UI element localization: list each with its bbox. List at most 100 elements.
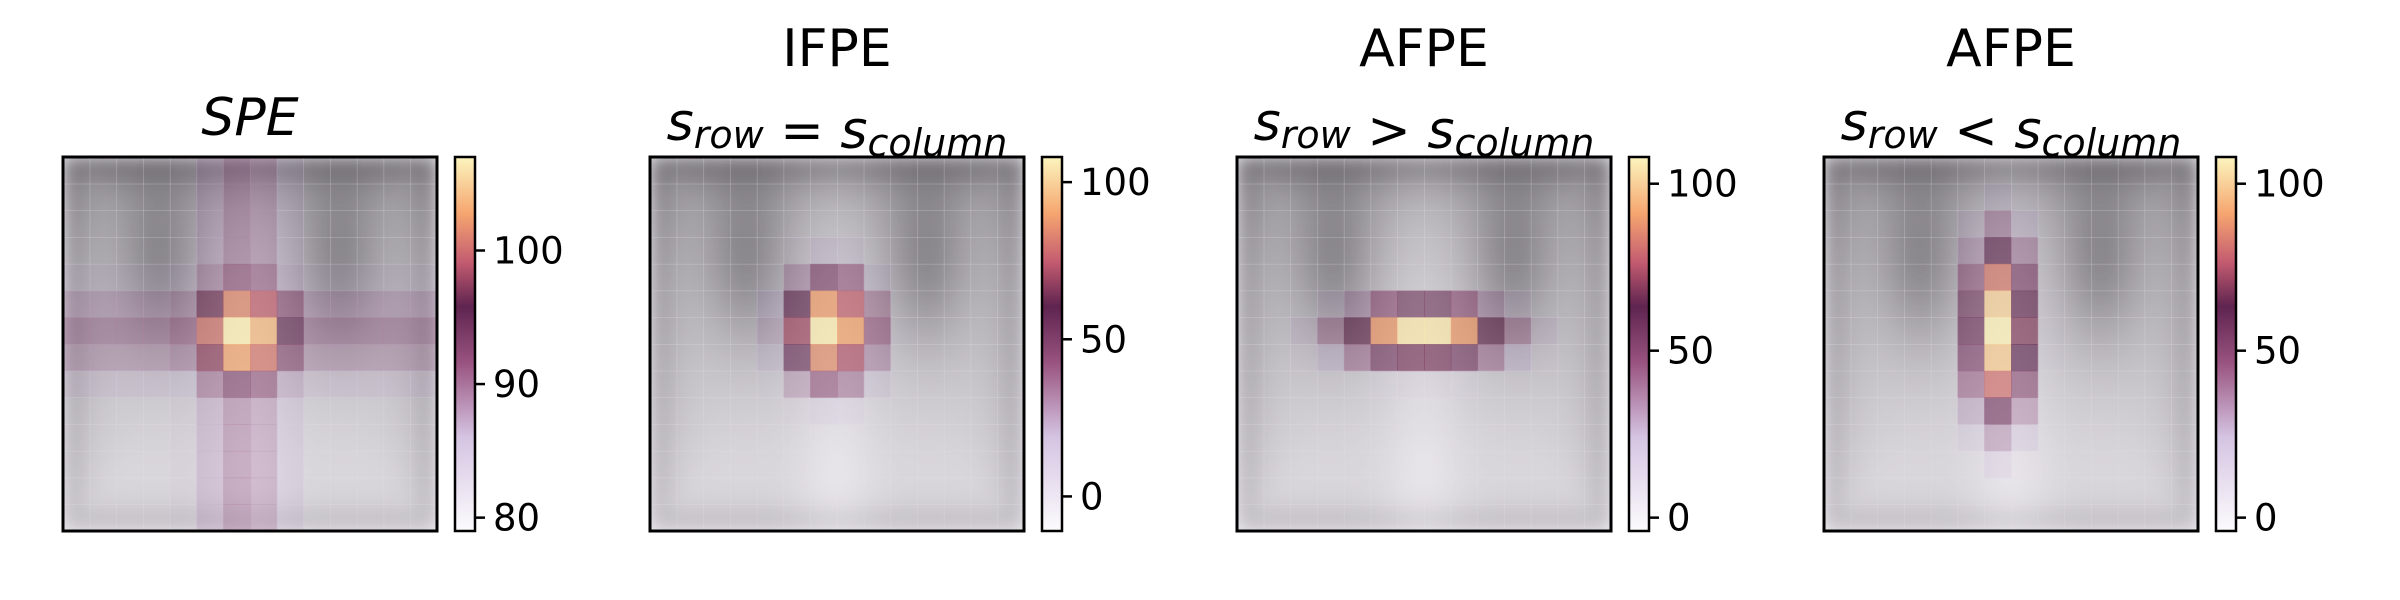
heatmap-cell (89, 504, 118, 531)
heatmap-cell (89, 210, 118, 238)
heatmap-cell (730, 263, 758, 292)
heatmap-cell (2091, 450, 2119, 479)
heatmap-cell (89, 477, 118, 505)
heatmap-cell (1904, 450, 1932, 479)
heatmap-cell (250, 290, 278, 318)
heatmap-cell (917, 424, 945, 452)
heatmap-cell (756, 450, 785, 479)
heatmap-cell (1530, 397, 1559, 425)
heatmap-cell (250, 263, 278, 292)
heatmap-cell (1237, 344, 1265, 372)
heatmap-cell (1824, 263, 1852, 292)
heatmap-panel-2: IFPE srow = scolumn 0 50 100 (648, 19, 1151, 533)
heatmap-cell (2117, 290, 2146, 318)
heatmap-cell (1877, 424, 1905, 452)
heatmap-cell (1877, 210, 1905, 238)
heatmap-cell (1850, 183, 1879, 212)
heatmap-cell (810, 370, 838, 399)
heatmap-cell (970, 183, 998, 212)
heatmap-cell (1237, 237, 1265, 265)
heatmap-cell (1957, 210, 1985, 238)
heatmap-cell (1317, 210, 1345, 238)
heatmap-cell (730, 157, 758, 185)
panel-title: IFPE (782, 19, 891, 79)
heatmap-cell (143, 424, 171, 452)
heatmap-cell (250, 424, 278, 452)
heatmap-cell (2091, 370, 2119, 399)
heatmap-cell (1424, 237, 1452, 265)
heatmap-cell (2171, 450, 2198, 479)
heatmap-cell (1424, 263, 1452, 292)
heatmap-cell (169, 210, 198, 238)
colorbar-tick-label: 90 (493, 363, 540, 406)
heatmap-cell (837, 317, 865, 345)
heatmap-cell (997, 263, 1024, 292)
heatmap-cell (997, 183, 1024, 212)
heatmap-cell (1477, 290, 1505, 318)
heatmap-cell (997, 450, 1024, 479)
heatmap-cell (1343, 504, 1372, 531)
heatmap-cell (1984, 424, 2012, 452)
heatmap-cell (890, 424, 918, 452)
heatmap-cell (997, 504, 1024, 531)
heatmap-cell (223, 370, 251, 399)
heatmap-cell (1290, 424, 1318, 452)
heatmap-cell (650, 450, 678, 479)
heatmap-cell (143, 317, 171, 345)
heatmap-cell (1477, 263, 1505, 292)
heatmap-cell (650, 210, 678, 238)
heatmap-cell (1424, 157, 1452, 185)
heatmap-cell (2011, 450, 2039, 479)
heatmap-cell (2171, 210, 2198, 238)
heatmap-cell (1824, 237, 1852, 265)
heatmap-cell (1850, 504, 1879, 531)
heatmap-cell (2144, 477, 2172, 505)
heatmap-cell (943, 263, 972, 292)
heatmap-cell (2064, 317, 2092, 345)
heatmap-cell (223, 183, 251, 212)
heatmap-cell (1557, 370, 1585, 399)
heatmap-cell (223, 424, 251, 452)
heatmap-cell (250, 344, 278, 372)
heatmap-cell (756, 183, 785, 212)
heatmap-cell (143, 477, 171, 505)
heatmap-cell (223, 263, 251, 292)
heatmap-cell (63, 263, 91, 292)
heatmap-cell (169, 157, 198, 185)
heatmap-cell (330, 237, 358, 265)
heatmap-cell (917, 397, 945, 425)
heatmap-cell (1263, 370, 1292, 399)
heatmap-cell (410, 210, 437, 238)
heatmap-cell (837, 504, 865, 531)
heatmap-cell (756, 397, 785, 425)
heatmap-cell (863, 344, 892, 372)
heatmap-cell (1290, 397, 1318, 425)
heatmap-cell (303, 344, 331, 372)
heatmap-cell (783, 450, 811, 479)
heatmap-cell (143, 397, 171, 425)
heatmap-cell (2011, 183, 2039, 212)
heatmap-cell (863, 157, 892, 185)
heatmap-cell (410, 237, 437, 265)
heatmap-cell (410, 477, 437, 505)
heatmap-cell (1584, 477, 1611, 505)
heatmap-cell (2117, 263, 2146, 292)
colorbar: 0 50 100 (1627, 155, 1738, 540)
heatmap-cell (1957, 157, 1985, 185)
heatmap-cell (1850, 263, 1879, 292)
heatmap-cell (943, 157, 972, 185)
heatmap-cell (810, 344, 838, 372)
heatmap-cell (943, 344, 972, 372)
panel-title: AFPE (1359, 19, 1489, 79)
heatmap-cell (1237, 370, 1265, 399)
heatmap-cell (730, 237, 758, 265)
heatmap-cell (2171, 477, 2198, 505)
heatmap-cell (1343, 370, 1372, 399)
heatmap-cell (330, 317, 358, 345)
heatmap-cell (356, 477, 385, 505)
heatmap-cell (2037, 157, 2066, 185)
heatmap-cell (330, 290, 358, 318)
heatmap-cell (970, 317, 998, 345)
heatmap-cell (1477, 344, 1505, 372)
heatmap-cell (169, 477, 198, 505)
